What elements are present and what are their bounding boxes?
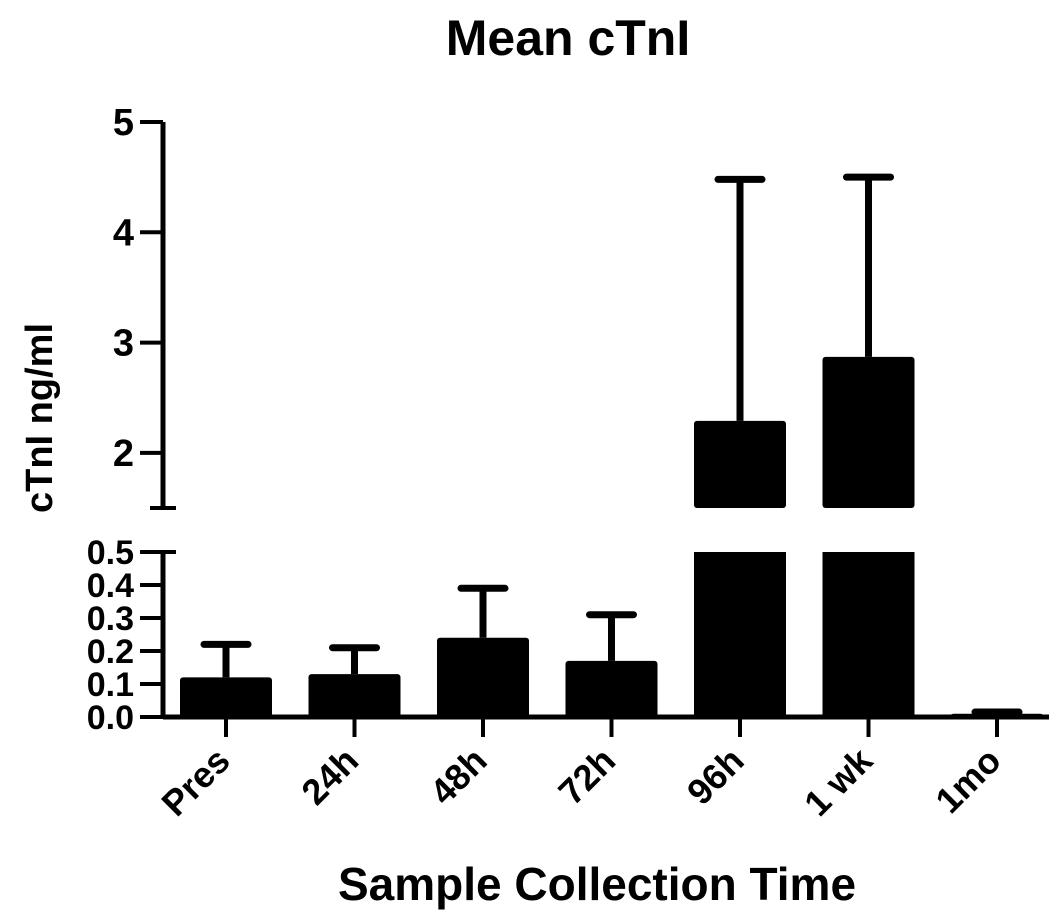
bar [180,677,272,717]
y-ticks: 2 3 4 5 0.00.10.20.30.40.5 [87,102,163,737]
bar-upper-segment [822,356,915,508]
x-tick-label: 48h [422,740,495,813]
x-ticks: Pres 24h 48h 72h 96h 1 wk 1mo [153,717,1009,824]
x-axis-label: Sample Collection Time [338,858,856,910]
x-tick-label: 1mo [927,740,1008,821]
x-tick-label: 96h [679,740,752,813]
x-tick-label: Pres [153,740,237,824]
y-tick-label: 2 [113,433,134,475]
bar [308,674,401,717]
y-tick-label: 0.2 [87,633,134,671]
bar-upper-segment [694,420,786,508]
chart-title: Mean cTnI [446,10,690,66]
x-tick-label: 72h [550,740,623,813]
y-axis-label: cTnI ng/ml [19,323,61,513]
y-tick-label: 4 [113,212,134,254]
y-tick-label: 0.5 [87,534,134,572]
y-tick-label: 0.3 [87,600,134,638]
bar [437,637,529,717]
bar [565,660,658,717]
bars [180,356,1043,717]
x-tick-label: 24h [293,740,366,813]
y-tick-label: 0.0 [87,699,134,737]
bar [694,552,786,717]
y-tick-label: 3 [113,323,134,365]
x-tick-label: 1 wk [796,739,881,824]
y-tick-label: 0.1 [87,666,134,704]
y-tick-label: 0.4 [87,567,134,605]
y-tick-label: 5 [113,102,134,144]
error-bars [200,173,1023,716]
bar [822,552,915,717]
